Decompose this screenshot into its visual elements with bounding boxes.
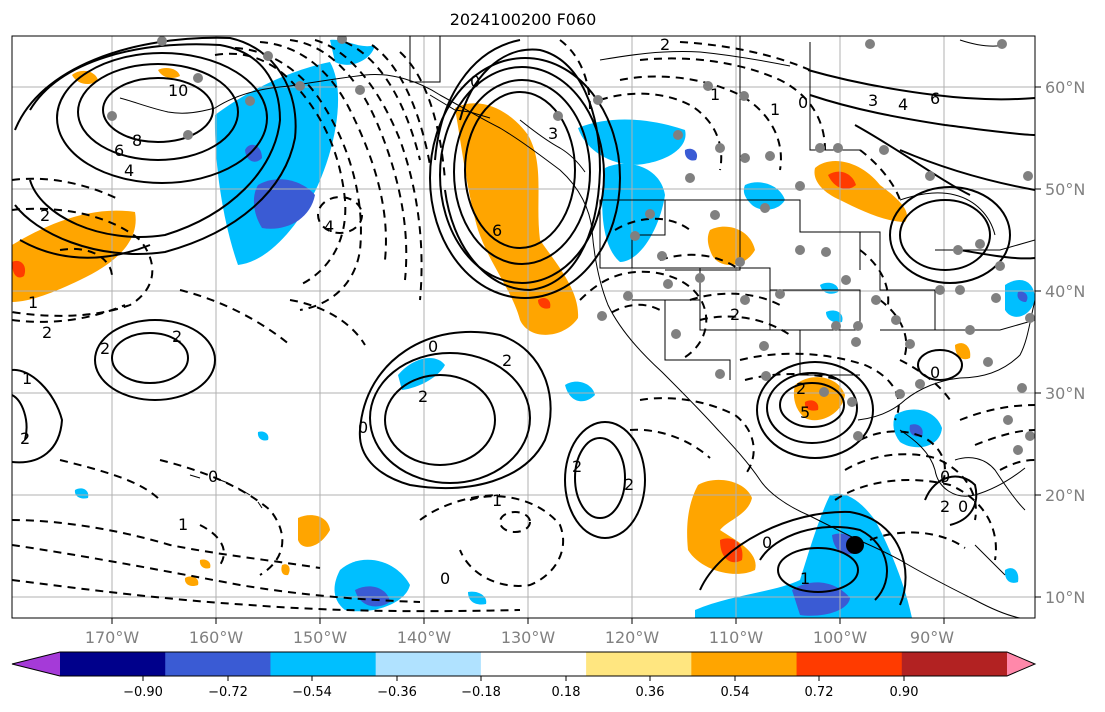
contour-label: 2	[730, 305, 740, 324]
colorbar-tick-label: 0.72	[805, 685, 834, 700]
contour-label: 0	[940, 467, 950, 486]
contour-label: 1	[28, 293, 38, 312]
lon-label: 160°W	[189, 628, 244, 647]
contour-label: 1	[710, 85, 720, 104]
location-marker	[846, 536, 864, 554]
contour-label: 2	[172, 327, 182, 346]
contour-label: 4	[898, 95, 908, 114]
contour-label: 3	[868, 91, 878, 110]
colorbar-segment	[901, 652, 1008, 676]
lat-label: 30°N	[1045, 384, 1085, 403]
contour-label: 6	[930, 89, 940, 108]
contour-label: 2	[20, 429, 30, 448]
colorbar-tick-label: 0.90	[890, 685, 919, 700]
contour-label: 0	[358, 418, 368, 437]
gridlines	[12, 36, 1035, 618]
latitude-labels: 60°N 50°N 40°N 30°N 20°N 10°N	[1045, 78, 1085, 607]
contour-label: 1	[22, 369, 32, 388]
lon-label: 120°W	[605, 628, 660, 647]
colorbar-segment	[480, 652, 587, 676]
colorbar-segment	[375, 652, 482, 676]
colorbar-segment	[691, 652, 798, 676]
contour-label: 1	[492, 491, 502, 510]
map-frame	[11, 35, 1036, 619]
lat-label: 10°N	[1045, 588, 1085, 607]
contour-label: 3	[548, 124, 558, 143]
contour-label: 2	[100, 339, 110, 358]
axis-ticks	[111, 86, 1041, 624]
contour-label: 0	[470, 72, 480, 91]
contour-label: 8	[132, 131, 142, 150]
contour-label: 1	[800, 569, 810, 588]
lon-label: 90°W	[910, 628, 954, 647]
contour-label: 2	[418, 387, 428, 406]
contour-label: 6	[114, 141, 124, 160]
colorbar-outline	[11, 651, 1037, 677]
contour-label: 2	[572, 457, 582, 476]
lat-label: 20°N	[1045, 486, 1085, 505]
contour-label: 0	[798, 93, 808, 112]
longitude-labels: 170°W 160°W 150°W 140°W 130°W 120°W 110°…	[85, 628, 954, 647]
colorbar-extend-low	[12, 652, 60, 676]
contour-label: 0	[208, 467, 218, 486]
contour-label: 2	[796, 379, 806, 398]
colorbar-segment	[60, 652, 166, 676]
colorbar-segment	[796, 652, 903, 676]
colorbar-extend-high	[1007, 652, 1035, 676]
lon-label: 170°W	[85, 628, 140, 647]
lon-label: 100°W	[813, 628, 868, 647]
contours-positive	[12, 36, 1035, 606]
map-title: 2024100200 F060	[449, 10, 597, 29]
colorbar-segments	[12, 652, 1035, 676]
contour-label: 0	[428, 337, 438, 356]
colorbar-segment	[586, 652, 692, 676]
colorbar-tick-label: −0.18	[461, 685, 501, 700]
lon-label: 150°W	[293, 628, 348, 647]
colorbar-segment	[270, 652, 377, 676]
colorbar-tick-label: 0.18	[552, 685, 581, 700]
contour-label: 10	[168, 81, 188, 100]
contour-label: 5	[800, 403, 810, 422]
colorbar-tick-label: −0.90	[123, 685, 163, 700]
contour-label: 0	[440, 569, 450, 588]
contour-label: 0	[762, 533, 772, 552]
colorbar-tick-label: −0.54	[292, 685, 332, 700]
contour-label: 0	[930, 363, 940, 382]
colorbar-tick-label: 0.54	[721, 685, 750, 700]
colorbar-segment	[165, 652, 271, 676]
station-markers	[107, 36, 1035, 455]
colorbar-tick-label: 0.36	[636, 685, 665, 700]
contour-label: 1	[770, 100, 780, 119]
contour-label: 4	[324, 217, 334, 236]
contour-label: 2	[940, 497, 950, 516]
contour-label: 2	[42, 323, 52, 342]
lon-label: 130°W	[501, 628, 556, 647]
colorbar: −0.90 −0.72 −0.54 −0.36 −0.18 0.18 0.36 0.54 0.7…	[11, 651, 1037, 700]
lat-label: 40°N	[1045, 282, 1085, 301]
contour-label: 2	[660, 35, 670, 54]
lat-label: 60°N	[1045, 78, 1085, 97]
contour-label: 2	[502, 351, 512, 370]
colorbar-tick-label: −0.72	[208, 685, 248, 700]
contour-label: 6	[492, 221, 502, 240]
lat-label: 50°N	[1045, 180, 1085, 199]
colorbar-tick-label: −0.36	[377, 685, 417, 700]
colorbar-labels: −0.90 −0.72 −0.54 −0.36 −0.18 0.18 0.36 0.54 0.7…	[123, 685, 918, 700]
contour-label: 2	[624, 475, 634, 494]
contour-label: 4	[124, 161, 134, 180]
contour-labels: 10 8 6 4 2 0 6 3 2 1 0 2 2 2 0 1 2 2 0 1…	[20, 35, 968, 588]
contour-label: 1	[178, 515, 188, 534]
contour-label: 2	[40, 206, 50, 225]
map-area: 10 8 6 4 2 0 6 3 2 1 0 2 2 2 0 1 2 2 0 1…	[12, 35, 1035, 618]
colorbar-ticks	[142, 676, 905, 681]
lon-label: 140°W	[397, 628, 452, 647]
lon-label: 110°W	[709, 628, 764, 647]
contours-negative	[12, 39, 1035, 613]
contour-label: 0	[958, 497, 968, 516]
